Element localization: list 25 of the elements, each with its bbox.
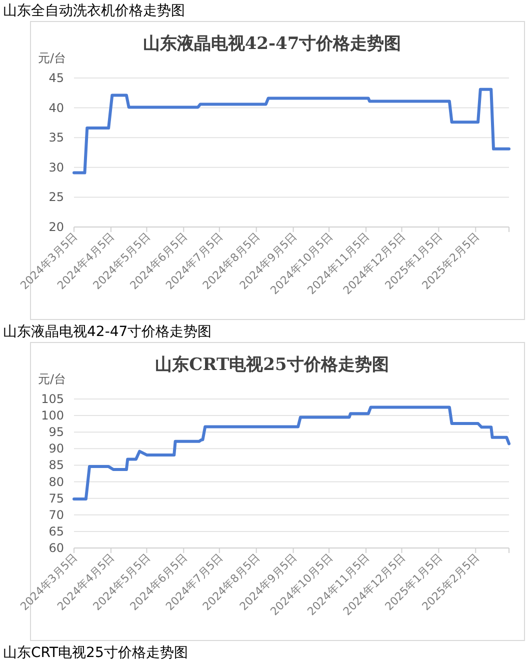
y-tick-label: 35 — [48, 130, 64, 145]
y-tick-label: 60 — [48, 541, 64, 555]
y-tick-label: 75 — [48, 491, 64, 506]
y-tick-label: 90 — [48, 442, 64, 456]
chart-title: 山东液晶电视42-47寸价格走势图 — [142, 34, 402, 54]
y-tick-label: 30 — [48, 160, 64, 174]
y-tick-label: 85 — [48, 458, 64, 472]
text: 山东全自动洗衣机价格走势图 — [3, 3, 185, 19]
y-tick-label: 45 — [48, 71, 64, 85]
line-series — [72, 406, 510, 500]
y-tick-label: 25 — [48, 190, 64, 204]
y-axis-title: 元/台 — [38, 372, 66, 386]
chart-title: 山东CRT电视25寸价格走势图 — [155, 355, 389, 375]
y-tick-label: 65 — [48, 524, 64, 538]
y-tick-label: 95 — [48, 425, 64, 440]
y-tick-label: 70 — [48, 508, 64, 522]
y-tick-label: 105 — [41, 392, 64, 406]
text: 山东CRT电视25寸价格走势图 — [3, 645, 188, 661]
y-tick-label: 80 — [48, 474, 64, 489]
y-tick-label: 40 — [48, 100, 64, 115]
text: 山东液晶电视42-47寸价格走势图 — [3, 324, 212, 340]
y-tick-label: 20 — [48, 220, 64, 234]
y-tick-label: 100 — [41, 408, 64, 423]
y-axis-title: 元/台 — [38, 51, 66, 65]
line-series — [72, 88, 510, 174]
